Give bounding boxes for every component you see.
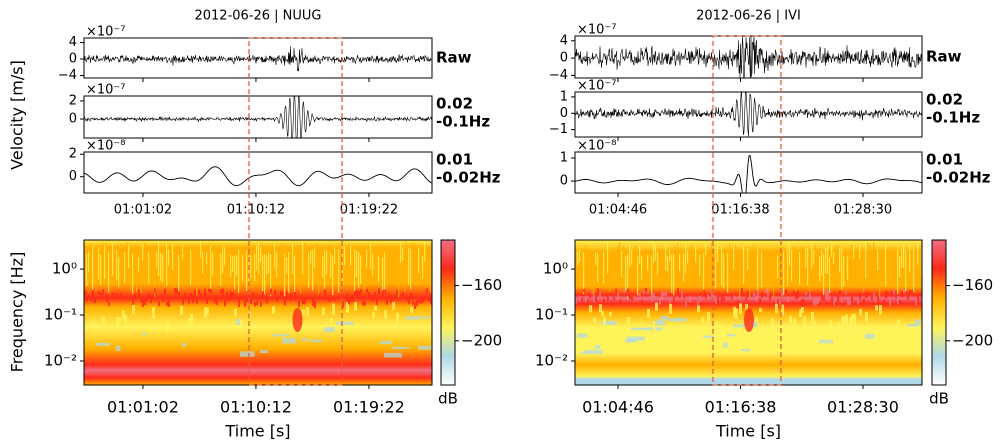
y-tick-label: 10⁰ — [543, 260, 568, 278]
colorbar — [440, 239, 456, 386]
x-tick-label: 01:04:46 — [582, 398, 654, 417]
colorbar-tick-label: −200 — [952, 331, 993, 349]
x-tick-label: 01:19:22 — [333, 398, 405, 417]
trace-name: 0.02 — [436, 95, 473, 113]
y-tick-label: 0 — [560, 51, 568, 66]
trace-name: -0.1Hz — [926, 109, 980, 127]
trace-frame — [83, 95, 433, 139]
panel-title: 2012-06-26 | NUUG — [194, 9, 321, 24]
y-tick-label: 10⁰ — [52, 260, 77, 278]
x-tick-label: 01:04:46 — [589, 203, 647, 218]
y-tick-label: −4 — [549, 68, 568, 83]
y-tick-label: 10⁻² — [535, 351, 568, 369]
y-tick-label: 2 — [69, 93, 77, 108]
x-tick-label: 01:19:22 — [340, 203, 398, 218]
x-tick-label: 01:10:12 — [220, 398, 292, 417]
multiplier: ×10⁻⁷ — [86, 25, 126, 40]
trace-name: -0.02Hz — [926, 169, 991, 187]
colorbar-tick-label: −200 — [461, 331, 502, 349]
highlight-window — [712, 35, 782, 386]
waveform-trace — [575, 92, 922, 137]
x-tick-label: 01:28:30 — [834, 203, 892, 218]
trace-name: -0.02Hz — [436, 169, 501, 187]
waveform-trace — [84, 166, 432, 187]
trace-name: Raw — [926, 48, 962, 66]
panel-title: 2012-06-26 | IVI — [696, 9, 801, 24]
y-tick-label: 0 — [560, 174, 568, 189]
trace-name: Raw — [436, 49, 472, 67]
colorbar-tick-label: −160 — [952, 276, 993, 294]
x-tick-label: 01:10:12 — [227, 203, 285, 218]
colorbar — [931, 239, 947, 386]
x-tick-label: 01:16:38 — [705, 398, 777, 417]
trace-frame — [574, 151, 923, 194]
y-tick-label: 1 — [560, 150, 568, 165]
colorbar-label: dB — [438, 390, 458, 408]
highlight-window — [248, 37, 343, 386]
waveform-trace — [575, 36, 922, 78]
x-tick-label: 01:28:30 — [827, 398, 899, 417]
x-tick-label: 01:01:02 — [107, 398, 179, 417]
multiplier: ×10⁻⁷ — [577, 23, 617, 38]
multiplier: ×10⁻⁷ — [577, 79, 617, 94]
y-tick-label: 0 — [560, 106, 568, 121]
y-tick-label: 4 — [560, 33, 568, 48]
waveform-trace — [84, 96, 432, 138]
y-tick-label: 1 — [560, 89, 568, 104]
trace-name: 0.01 — [926, 151, 963, 169]
colorbar-tick-label: −160 — [461, 276, 502, 294]
y-tick-label: 2 — [69, 147, 77, 162]
y-tick-label: 4 — [69, 35, 77, 50]
multiplier: ×10⁻⁸ — [86, 139, 126, 154]
waveform-trace — [84, 46, 432, 72]
multiplier: ×10⁻⁷ — [86, 83, 126, 98]
x-tick-label: 01:01:02 — [114, 203, 172, 218]
y-tick-label: 10⁻¹ — [535, 306, 568, 324]
trace-name: -0.1Hz — [436, 113, 490, 131]
y-tick-label: 10⁻¹ — [44, 306, 77, 324]
frequency-axis-label: Frequency [Hz] — [8, 252, 27, 373]
x-axis-label: Time [s] — [715, 422, 781, 441]
y-tick-label: −4 — [58, 68, 77, 83]
trace-name: 0.01 — [436, 151, 473, 169]
y-tick-label: 0 — [69, 169, 77, 184]
spectrogram-texture — [575, 242, 922, 355]
waveform-trace — [575, 154, 922, 193]
trace-frame — [574, 91, 923, 138]
x-axis-label: Time [s] — [224, 422, 290, 441]
y-tick-label: 0 — [69, 52, 77, 67]
colorbar-label: dB — [929, 390, 949, 408]
multiplier: ×10⁻⁸ — [577, 139, 617, 154]
trace-frame — [83, 151, 433, 194]
y-tick-label: −1 — [549, 122, 568, 137]
x-tick-label: 01:16:38 — [711, 203, 769, 218]
y-tick-label: 0 — [69, 112, 77, 127]
trace-name: 0.02 — [926, 91, 963, 109]
velocity-axis-label: Velocity [m/s] — [8, 60, 27, 170]
y-tick-label: 10⁻² — [44, 351, 77, 369]
